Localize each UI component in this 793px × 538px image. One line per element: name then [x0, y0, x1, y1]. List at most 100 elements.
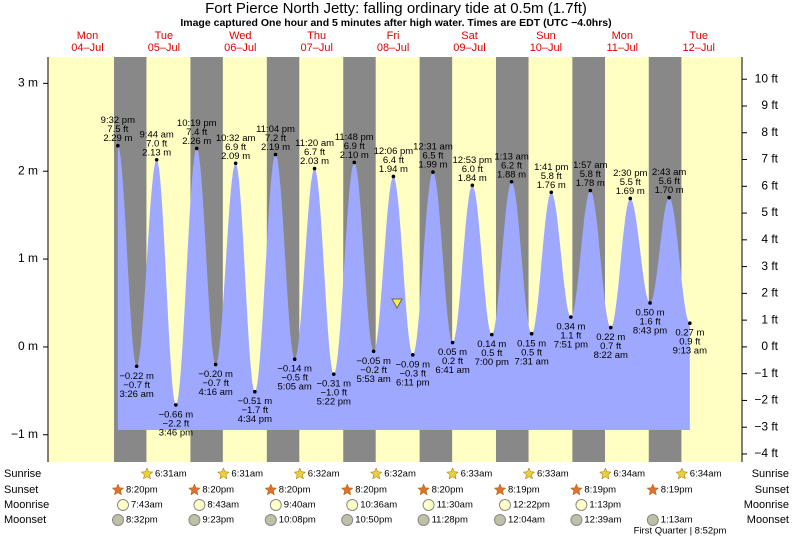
tide-m-label: 0.50 m — [636, 308, 665, 319]
tide-point — [410, 353, 415, 357]
tide-time: 12:53 pm — [452, 155, 492, 166]
tide-time: 8:22 am — [594, 350, 628, 361]
row-time: 8:32pm — [126, 515, 158, 526]
tide-m-label: 0.22 m — [596, 332, 625, 343]
tide-point — [174, 403, 178, 407]
sunrise-icon — [217, 467, 230, 480]
tide-ft-label: 0.7 ft — [600, 341, 621, 352]
day-date: 08–Jul — [377, 42, 409, 54]
day-name: Sat — [461, 30, 478, 42]
y2-tick-label: 5 ft — [761, 205, 778, 219]
row-time: 11:30am — [437, 500, 473, 511]
y-tick-label: 1 m — [18, 251, 38, 265]
tide-ft-label: −1.0 ft — [320, 388, 347, 399]
y2-tick-label: −1 ft — [754, 366, 778, 380]
sunset-icon — [570, 483, 583, 496]
tide-point — [648, 301, 652, 305]
tide-point — [154, 157, 159, 162]
row-time: 6:31am — [231, 469, 263, 480]
tide-time: 11:48 pm — [335, 132, 374, 143]
tide-point — [134, 364, 139, 369]
tide-ft-label: 6.0 ft — [462, 164, 483, 175]
tide-point — [489, 332, 494, 337]
y2-tick-label: 8 ft — [761, 125, 778, 139]
moonset-icon — [188, 514, 201, 526]
sunset-icon — [111, 483, 125, 496]
tide-m-label: 1.88 m — [497, 169, 526, 180]
row-time: 12:22pm — [513, 500, 550, 511]
sunrise-icon — [293, 467, 307, 480]
tide-m-label: 0.14 m — [477, 339, 506, 350]
row-label: Moonrise — [4, 499, 49, 511]
sunrise-icon — [522, 467, 536, 480]
tide-ft-label: −2.2 ft — [163, 418, 190, 429]
row-time: 8:19pm — [661, 485, 693, 496]
row-time: 11:28pm — [432, 515, 468, 526]
row-time: 7:43am — [131, 500, 163, 511]
tide-point — [233, 161, 238, 166]
row-label: Sunrise — [752, 468, 789, 480]
row-time: 10:36am — [360, 500, 397, 511]
tide-time: 5:53 am — [356, 374, 390, 385]
tide-m-label: −0.20 m — [198, 369, 233, 380]
tide-m-label: 2.29 m — [103, 133, 132, 144]
tide-ft-label: −1.7 ft — [241, 405, 268, 416]
tide-time: 7:00 pm — [475, 357, 509, 368]
day-date: 09–Jul — [453, 42, 485, 54]
tide-ft-label: 0.5 ft — [481, 348, 502, 359]
tide-time: 1:41 pm — [534, 162, 568, 173]
tide-time: 2:43 am — [652, 167, 686, 178]
day-name: Sun — [536, 30, 556, 42]
y-tick-label: 0 m — [18, 339, 38, 353]
current-tide-marker — [391, 298, 403, 310]
chart-title: Fort Pierce North Jetty: falling ordinar… — [205, 0, 587, 17]
tide-m-label: 1.76 m — [537, 180, 566, 191]
day-name: Thu — [307, 30, 326, 42]
tide-point — [431, 170, 435, 174]
row-time: 6:32am — [308, 469, 340, 480]
day-name: Fri — [387, 30, 400, 42]
row-time: 6:34am — [613, 469, 645, 480]
tide-m-label: 2.03 m — [300, 156, 329, 167]
moonset-icon — [112, 514, 124, 526]
row-time: 6:31am — [155, 469, 187, 480]
moonrise-icon — [193, 499, 206, 511]
tide-m-label: 2.10 m — [340, 150, 369, 161]
sunset-icon — [340, 483, 354, 496]
tide-m-label: −0.09 m — [395, 359, 430, 370]
tide-ft-label: −0.7 ft — [202, 378, 229, 389]
y-tick-label: 3 m — [18, 76, 38, 90]
tide-point — [588, 188, 593, 193]
row-time: 6:33am — [461, 469, 493, 480]
row-time: 8:20pm — [202, 485, 234, 496]
tide-time: 5:05 am — [278, 382, 312, 393]
row-label: Sunset — [755, 484, 789, 496]
tide-point — [312, 166, 317, 171]
moonset-icon — [417, 514, 430, 526]
tide-point — [608, 325, 613, 330]
day-name: Tue — [155, 30, 174, 42]
row-time: 8:20pm — [279, 485, 311, 496]
tide-m-label: −0.51 m — [238, 396, 273, 407]
tide-m-label: 2.09 m — [221, 151, 250, 162]
tide-ft-label: 7.2 ft — [265, 133, 286, 144]
y2-tick-label: 7 ft — [761, 152, 778, 166]
tide-m-label: 1.99 m — [418, 160, 447, 171]
sunrise-icon — [446, 467, 459, 480]
row-time: 6:33am — [537, 469, 569, 480]
day-date: 10–Jul — [530, 42, 562, 54]
row-time: 8:20pm — [126, 485, 158, 496]
tide-point — [391, 174, 396, 179]
tide-time: 7:31 am — [514, 356, 548, 367]
tide-m-label: −0.05 m — [356, 356, 391, 367]
row-time: 12:04am — [508, 515, 545, 526]
moonset-icon — [341, 514, 354, 526]
day-name: Mon — [612, 30, 633, 42]
tide-point — [529, 331, 534, 336]
moonset-icon — [264, 514, 277, 526]
tide-ft-label: 7.0 ft — [146, 138, 167, 149]
tide-ft-label: −0.2 ft — [360, 365, 387, 376]
tide-point — [470, 183, 475, 188]
tide-time: 9:44 am — [140, 129, 174, 140]
tide-time: 6:41 am — [435, 365, 469, 376]
